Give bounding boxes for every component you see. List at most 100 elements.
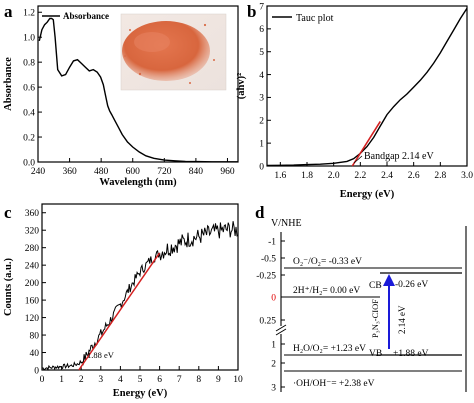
counts-fit-line [78, 252, 161, 371]
panel-a-ytick-label: 0.8 [23, 58, 35, 68]
panel-a-xtick-label: 360 [62, 167, 77, 177]
tauc-fit-line [351, 120, 381, 167]
panel-c-xtick-label: 3 [98, 375, 103, 385]
bandgap-pointer [353, 155, 363, 164]
panel-d-ytick-label: -1 [268, 238, 276, 248]
panel-d-ytick-label: -0.5 [261, 255, 276, 265]
panel-d-band-diagram: d V/NHE -1 -0.5 -0.25 0 0.25 1 2 3 O₂⁻/O₂= -0.3… [255, 203, 467, 394]
panel-c-ytick-label: 200 [25, 279, 40, 289]
panel-a-ytick-label: 0.0 [23, 158, 35, 168]
panel-c-letter: c [4, 203, 12, 222]
panel-d-ytick-label: 3 [271, 384, 276, 394]
absorbance-curve [38, 17, 238, 163]
tauc-curve [266, 7, 468, 167]
gap-label: 2.14 eV [397, 305, 407, 334]
panel-a-ytick-label: 0.4 [23, 108, 35, 118]
cb-value: -0.26 eV [395, 280, 428, 290]
panel-c-ytick-label: 280 [25, 244, 40, 254]
panel-a-ticks: 240 360 480 600 720 840 960 0.0 0.2 0.4 0.6 0.8 1.0 1… [23, 9, 235, 177]
panel-a-ytick-label: 0.2 [23, 133, 35, 143]
panel-a-frame [37, 5, 239, 163]
panel-a-xlabel: Wavelength (nm) [99, 177, 177, 188]
panel-c-ticks: 0 1 2 3 4 5 6 7 8 9 10 0 40 80 120 160 200 240 280 320 360 [25, 209, 243, 385]
bandgap-annotation: Bandgap 2.14 eV [364, 151, 434, 162]
level-label-h2: 2H⁺/H₂= 0.00 eV [293, 286, 360, 296]
panel-c-xlabel: Energy (eV) [113, 388, 168, 399]
panel-c-xtick-label: 0 [40, 375, 45, 385]
panel-c-ylabel: Counts (a.u.) [3, 257, 14, 316]
panel-b-xtick-label: 2.0 [328, 171, 340, 181]
panel-a-xtick-label: 720 [157, 167, 172, 177]
panel-c-xtick-label: 1 [59, 375, 64, 385]
panel-c-xtick-label: 2 [79, 375, 84, 385]
level-label-oh: ·OH/OH⁻= +2.38 eV [293, 379, 375, 389]
panel-b-frame [266, 5, 468, 167]
panel-b-ytick-label: 2 [259, 117, 264, 127]
panel-c-ytick-label: 360 [25, 209, 40, 219]
panel-b-xtick-label: 1.6 [274, 171, 286, 181]
panel-a-absorbance: a 240 360 480 600 720 840 960 0.0 0.2 0.4 0.6 0.8 1.… [3, 2, 239, 188]
counts-curve [41, 221, 239, 371]
level-label-o2: O₂⁻/O₂= -0.33 eV [293, 257, 362, 267]
panel-d-ytick-label: 2 [271, 360, 276, 370]
panel-b-ytick-label: 0 [259, 162, 264, 172]
panel-a-ytick-label: 0.6 [23, 83, 35, 93]
panel-b-ytick-label: 4 [259, 71, 264, 81]
panel-c-ytick-label: 240 [25, 261, 40, 271]
panel-a-xtick-label: 840 [189, 167, 204, 177]
level-label-h2o: H₂O/O₂= +1.23 eV [293, 344, 366, 354]
panel-c-xtick-label: 5 [138, 375, 143, 385]
vb-value: +1.88 eV [393, 349, 429, 359]
panel-c-ytick-label: 80 [30, 331, 40, 341]
panel-b-ytick-label: 6 [259, 25, 264, 35]
panel-a-xtick-label: 240 [31, 167, 46, 177]
panel-c-xtick-label: 4 [118, 375, 123, 385]
panel-b-tauc: b 1.6 1.8 2.0 2.2 2.4 2.6 2.8 3.0 0 1 2 3 4 5 6 7 Tauc … [236, 2, 473, 200]
panel-b-xtick-label: 3.0 [461, 171, 473, 181]
vb-label: VB [369, 349, 382, 359]
panel-d-ytick-label: 0.25 [259, 317, 276, 327]
panel-b-ytick-label: 7 [259, 2, 264, 12]
panel-b-xtick-label: 2.4 [381, 171, 393, 181]
panel-b-legend-label: Tauc plot [296, 13, 334, 24]
panel-b-xtick-label: 1.8 [301, 171, 313, 181]
panel-b-ytick-label: 5 [259, 48, 264, 58]
panel-c-xtick-label: 10 [233, 375, 243, 385]
powder-photo-inset [120, 13, 227, 91]
panel-a-ytick-label: 1.2 [23, 9, 35, 19]
panel-d-letter: d [255, 203, 265, 222]
panel-a-xtick-label: 960 [220, 167, 235, 177]
axis-break-mark-2 [275, 328, 287, 336]
axis-break-mark-1 [275, 324, 287, 332]
panel-d-ytick-label: -0.25 [256, 272, 276, 282]
panel-a-letter: a [4, 2, 13, 21]
panel-b-xtick-label: 2.2 [354, 171, 366, 181]
panel-b-ytick-label: 3 [259, 94, 264, 104]
vnhe-axis-title: V/NHE [271, 218, 302, 229]
panel-c-ytick-label: 320 [25, 227, 40, 237]
material-label: P₃N₃-CIOF [370, 299, 380, 338]
panel-b-letter: b [247, 2, 256, 21]
panel-c-ytick-label: 120 [25, 314, 40, 324]
panel-a-ylabel: Absorbance [3, 57, 14, 111]
panel-a-ytick-label: 1.0 [23, 34, 35, 44]
panel-b-ytick-label: 1 [259, 139, 264, 149]
panel-b-xlabel: Energy (eV) [340, 189, 395, 200]
panel-b-ylabel: (ahv)² [236, 73, 247, 99]
panel-d-ytick-label: 0 [271, 294, 276, 304]
panel-a-xtick-label: 480 [94, 167, 109, 177]
cb-label: CB [369, 281, 382, 291]
panel-c-xtick-label: 9 [216, 375, 221, 385]
panel-b-xtick-label: 2.8 [434, 171, 446, 181]
panel-b-xtick-label: 2.6 [408, 171, 420, 181]
onset-annotation: 1.88 eV [87, 350, 115, 360]
panel-a-xtick-label: 600 [126, 167, 141, 177]
panel-c-ytick-label: 0 [34, 366, 39, 376]
panel-d-ticks: -1 -0.5 -0.25 0 0.25 1 2 3 [256, 238, 285, 394]
panel-c-ytick-label: 160 [25, 296, 40, 306]
panel-c-xtick-label: 8 [196, 375, 201, 385]
panel-a-legend-label: Absorbance [63, 11, 109, 21]
panel-c-ytick-label: 40 [30, 349, 40, 359]
panel-c-xtick-label: 6 [157, 375, 162, 385]
